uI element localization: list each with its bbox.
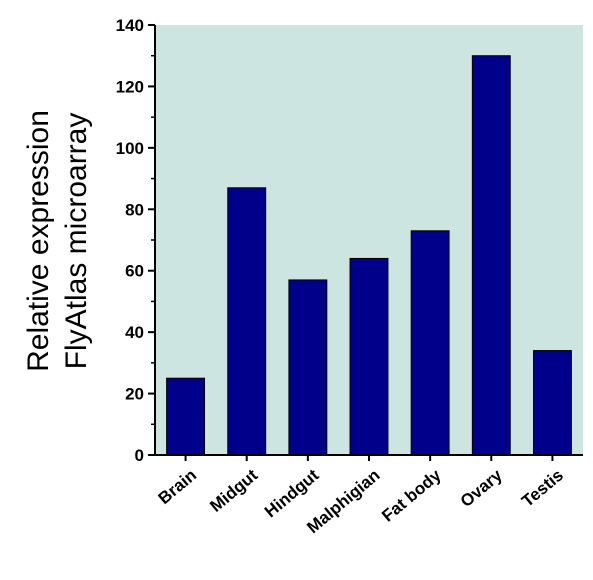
x-tick-label-brain: Brain <box>155 466 201 508</box>
y-axis-title-line-1: Relative expression <box>22 110 55 372</box>
bar-testis <box>532 350 572 456</box>
y-axis-title-line-2: FlyAtlas microarray <box>60 113 93 370</box>
y-ticks-group: 0 20 40 60 80 100 120 140 <box>116 16 155 465</box>
x-tick-label-fat-body: Fat body <box>378 465 445 525</box>
bar-fat-body <box>410 230 450 456</box>
x-tick-label-testis: Testis <box>518 466 567 511</box>
bar-hindgut <box>288 279 328 456</box>
y-axis-title-group: Relative expression FlyAtlas microarray <box>22 110 93 372</box>
y-tick-label: 0 <box>135 446 144 465</box>
bar-ovary <box>471 55 511 456</box>
y-tick-label: 100 <box>116 139 144 158</box>
y-tick-label: 120 <box>116 77 144 96</box>
bar-brain <box>166 377 206 456</box>
y-tick-label: 80 <box>125 200 144 219</box>
y-tick-label: 60 <box>125 262 144 281</box>
x-tick-label-midgut: Midgut <box>206 465 261 516</box>
x-tick-label-ovary: Ovary <box>457 465 507 511</box>
y-tick-label: 140 <box>116 16 144 35</box>
bar-midgut <box>227 187 267 456</box>
bar-malphigian <box>349 257 389 456</box>
bars-group <box>166 55 572 456</box>
y-tick-label: 40 <box>125 323 144 342</box>
y-tick-label: 20 <box>125 385 144 404</box>
